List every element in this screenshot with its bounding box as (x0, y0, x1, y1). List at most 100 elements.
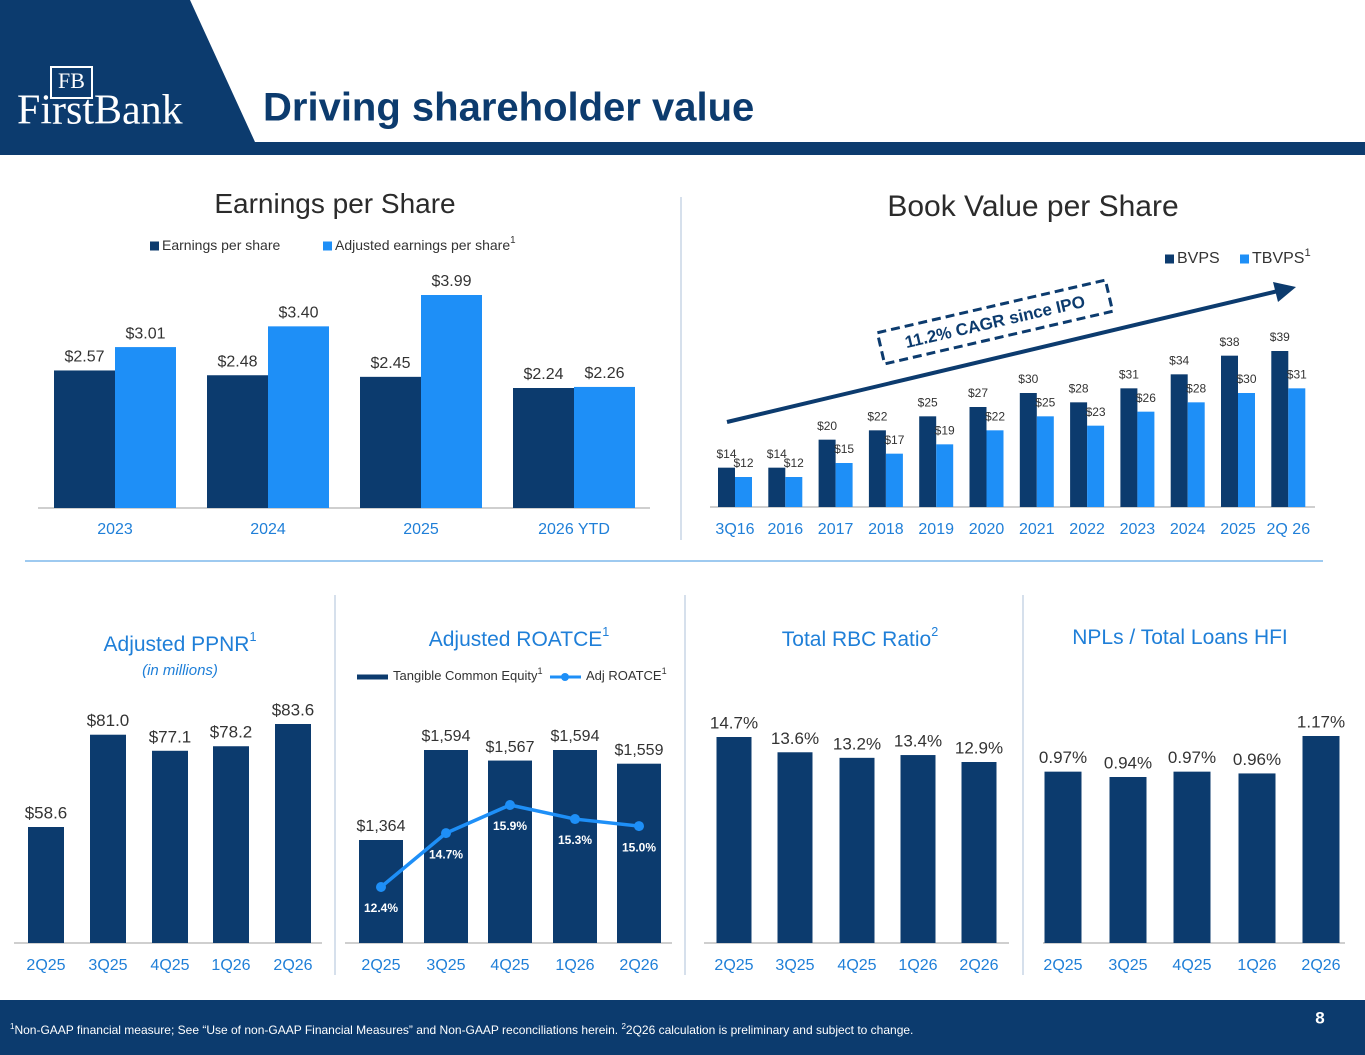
data-label: $17 (884, 433, 904, 447)
chart-title: NPLs / Total Loans HFI (1072, 626, 1288, 649)
legend-label: Adjusted earnings per share1 (335, 235, 516, 253)
legend-text: TBVPS (1252, 250, 1304, 267)
x-tick-label: 2Q26 (619, 957, 658, 974)
legend-marker (323, 241, 332, 251)
chart-title-text: Earnings per Share (214, 188, 455, 219)
x-tick-label: 2024 (250, 521, 286, 538)
bar (1187, 402, 1205, 507)
bar (115, 347, 176, 508)
x-tick-label: 2019 (918, 521, 954, 538)
data-label: 0.97% (1168, 748, 1216, 767)
data-label: $25 (918, 396, 938, 410)
data-label: 14.7% (429, 847, 463, 861)
x-tick-label: 2Q25 (361, 957, 400, 974)
logo-box (50, 66, 93, 99)
bar (961, 762, 997, 943)
bar (553, 750, 597, 943)
data-label: $31 (1287, 368, 1307, 382)
line-point (441, 828, 451, 839)
header-band (0, 142, 1365, 155)
bar (421, 295, 482, 508)
data-label: $2.24 (523, 366, 563, 383)
bar (360, 376, 421, 508)
superscript: 1 (1304, 247, 1310, 259)
data-label: $1,594 (422, 728, 471, 745)
data-label: $3.40 (278, 305, 318, 322)
footnote-text: Non-GAAP financial measure; See “Use of … (14, 1023, 618, 1037)
x-tick-label: 2Q 26 (1267, 521, 1311, 538)
bar (1173, 771, 1211, 943)
bar (768, 467, 786, 507)
bar (1087, 425, 1105, 507)
legend-marker (1165, 254, 1174, 264)
x-tick-label: 2026 YTD (538, 521, 610, 538)
superscript: 1 (602, 625, 609, 639)
bar (275, 724, 311, 943)
x-tick-label: 2Q26 (959, 957, 998, 974)
chart-title: Adjusted ROATCE1 (429, 625, 610, 650)
legend-label: TBVPS1 (1252, 247, 1311, 267)
x-tick-label: 4Q25 (150, 957, 189, 974)
bar (28, 827, 64, 943)
data-label: $25 (1035, 396, 1055, 410)
bar (1170, 374, 1188, 507)
x-tick-label: 3Q25 (775, 957, 814, 974)
trend-arrow (726, 289, 1279, 424)
data-label: $2.26 (584, 365, 624, 382)
x-tick-label: 1Q26 (211, 957, 250, 974)
x-tick-label: 4Q25 (837, 957, 876, 974)
line-point (505, 800, 515, 810)
data-label: 12.9% (955, 738, 1003, 757)
superscript: 1 (510, 235, 515, 246)
bar (1221, 355, 1238, 507)
bar (574, 386, 635, 508)
x-tick-label: 2021 (1019, 521, 1055, 538)
x-tick-label: 2024 (1170, 521, 1206, 538)
bar (617, 763, 661, 943)
arrow-head (1273, 282, 1296, 302)
data-label: 15.0% (622, 840, 656, 854)
bar (1044, 771, 1082, 943)
legend-text: Adjusted earnings per share (335, 237, 510, 253)
footnote: 1Non-GAAP financial measure; See “Use of… (10, 1022, 913, 1038)
legend-text: Earnings per share (162, 237, 281, 253)
x-tick-label: 3Q25 (88, 957, 127, 974)
x-tick-label: 3Q25 (426, 957, 465, 974)
data-label: 1.17% (1297, 712, 1345, 731)
bar (1120, 388, 1138, 507)
bar (835, 463, 853, 507)
chart-title: Total RBC Ratio2 (782, 625, 938, 650)
legend-text: Adj ROATCE (586, 668, 662, 683)
data-label: $28 (1186, 382, 1206, 396)
data-label: $30 (1236, 372, 1256, 386)
logo-panel (0, 0, 255, 142)
data-label: 13.4% (894, 732, 942, 751)
x-tick-label: 2022 (1069, 521, 1105, 538)
legend-text: Tangible Common Equity (393, 668, 538, 683)
line-point (634, 821, 644, 832)
bar (1271, 351, 1289, 507)
data-label: $22 (867, 410, 887, 424)
bar (785, 477, 803, 507)
x-tick-label: 2Q25 (714, 957, 753, 974)
data-label: $30 (1018, 372, 1038, 386)
bar (818, 439, 836, 507)
chart-title: Adjusted PPNR1 (104, 630, 257, 655)
data-label: $1,567 (486, 739, 535, 756)
chart-title-text: NPLs / Total Loans HFI (1072, 626, 1288, 649)
bar (716, 737, 752, 943)
bar (969, 407, 987, 507)
bar (1238, 393, 1255, 507)
bar (207, 375, 268, 508)
data-label: 13.6% (771, 729, 819, 748)
data-label: $31 (1119, 368, 1139, 382)
superscript: 1 (538, 666, 543, 676)
data-label: $58.6 (25, 803, 68, 822)
data-label: 0.97% (1039, 748, 1087, 767)
chart-title: Book Value per Share (887, 190, 1178, 223)
data-label: 15.9% (493, 819, 527, 833)
x-tick-label: 1Q26 (1237, 957, 1276, 974)
